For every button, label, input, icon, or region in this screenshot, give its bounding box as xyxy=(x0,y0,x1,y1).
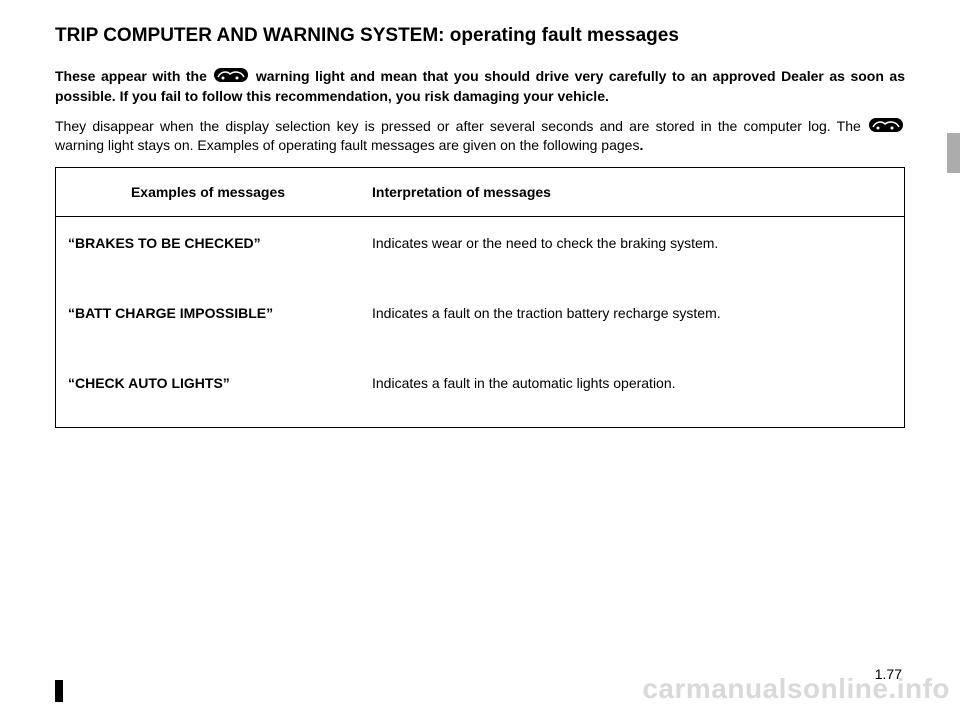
intro-block: These appear with the warning light and … xyxy=(55,67,905,155)
interpretation-cell: Indicates wear or the need to check the … xyxy=(360,217,905,288)
intro-text-2c: . xyxy=(639,137,643,153)
intro-paragraph-2: They disappear when the display selectio… xyxy=(55,117,905,156)
intro-text-2a: They disappear when the display selectio… xyxy=(55,118,867,134)
message-cell: “CHECK AUTO LIGHTS” xyxy=(56,357,361,428)
page-title: TRIP COMPUTER AND WARNING SYSTEM: operat… xyxy=(55,25,905,47)
table-header-interpretation: Interpretation of messages xyxy=(360,168,905,217)
interpretation-cell: Indicates a fault in the automatic light… xyxy=(360,357,905,428)
message-cell: “BATT CHARGE IMPOSSIBLE” xyxy=(56,287,361,357)
message-cell: “BRAKES TO BE CHECKED” xyxy=(56,217,361,288)
table-header-examples: Examples of messages xyxy=(56,168,361,217)
interpretation-cell: Indicates a fault on the traction batter… xyxy=(360,287,905,357)
intro-paragraph-1: These appear with the warning light and … xyxy=(55,67,905,107)
watermark: carmanualsonline.info xyxy=(642,673,950,705)
warning-light-icon xyxy=(214,68,248,88)
table-row: “CHECK AUTO LIGHTS” Indicates a fault in… xyxy=(56,357,905,428)
footer-marker xyxy=(55,680,63,702)
warning-light-icon xyxy=(869,118,903,137)
intro-text-2b: warning light stays on. Examples of oper… xyxy=(55,137,639,153)
table-header-row: Examples of messages Interpretation of m… xyxy=(56,168,905,217)
table-row: “BRAKES TO BE CHECKED” Indicates wear or… xyxy=(56,217,905,288)
messages-table: Examples of messages Interpretation of m… xyxy=(55,167,905,428)
intro-text-1a: These appear with the xyxy=(55,68,212,84)
side-tab xyxy=(947,133,960,173)
table-row: “BATT CHARGE IMPOSSIBLE” Indicates a fau… xyxy=(56,287,905,357)
